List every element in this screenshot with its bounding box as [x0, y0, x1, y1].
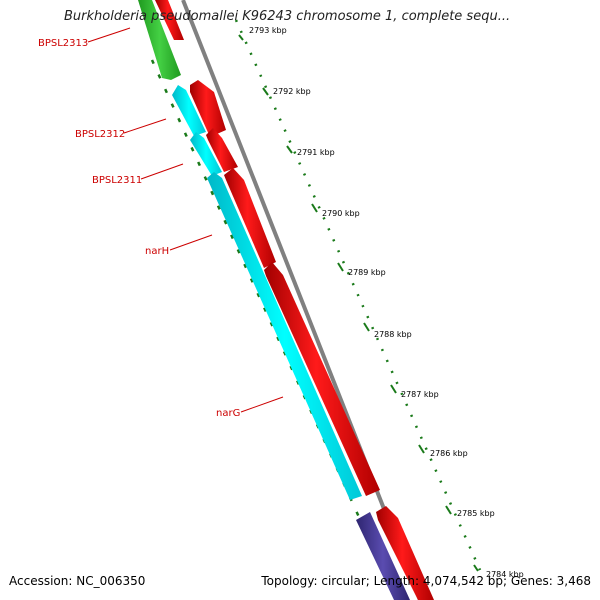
cds-forward [190, 80, 226, 137]
topology-text: Topology: circular; Length: 4,074,542 bp… [261, 574, 591, 588]
cds-forward [155, 0, 184, 40]
tick-label: 2786 kbp [430, 449, 468, 458]
cds-purple [356, 512, 410, 600]
cds-forward [376, 506, 434, 600]
cds-reverse-cyan [172, 85, 206, 136]
gene-label: narG [216, 408, 240, 419]
inner-ring [150, 59, 394, 591]
cds-forward [264, 262, 380, 496]
tick-mark [445, 505, 452, 515]
tick-label: 2792 kbp [273, 87, 311, 96]
tick-mark [286, 145, 293, 154]
tick-mark [363, 322, 370, 332]
tick-mark [473, 564, 479, 572]
tick-mark [238, 34, 244, 41]
map-title: Burkholderia pseudomallei K96243 chromos… [64, 9, 511, 24]
cds-reverse-green [138, 0, 181, 80]
cds-reverse-cyan [207, 172, 362, 500]
tick-label: 2788 kbp [374, 330, 412, 339]
gene-labels: BPSL2313 BPSL2312 BPSL2311 narH narG [38, 27, 284, 419]
gene-label: BPSL2312 [75, 129, 125, 140]
tick-mark [390, 384, 397, 394]
tick-mark [418, 444, 425, 454]
tick-marks: 2793 kbp 2792 kbp 2791 kbp 2790 kbp 2789… [238, 26, 524, 579]
tick-label: 2787 kbp [401, 390, 439, 399]
accession-text: Accession: NC_006350 [9, 574, 146, 588]
forward-strand [155, 0, 434, 600]
backbone [181, 0, 422, 600]
gene-label: BPSL2313 [38, 38, 88, 49]
tick-mark [337, 262, 344, 272]
gene-label: BPSL2311 [92, 175, 142, 186]
tick-ring [234, 19, 482, 571]
tick-label: 2785 kbp [457, 509, 495, 518]
tick-label: 2791 kbp [297, 148, 335, 157]
tick-mark [262, 87, 269, 96]
tick-label: 2789 kbp [348, 268, 386, 277]
cds-reverse-cyan [190, 132, 222, 176]
gene-label: narH [145, 246, 169, 257]
tick-label: 2793 kbp [249, 26, 287, 35]
reverse-strand [138, 0, 410, 600]
cds-forward [206, 128, 238, 172]
cds-forward [224, 168, 276, 268]
tick-label: 2790 kbp [322, 209, 360, 218]
tick-label: 2784 kbp [486, 570, 524, 579]
tick-mark [311, 203, 318, 213]
